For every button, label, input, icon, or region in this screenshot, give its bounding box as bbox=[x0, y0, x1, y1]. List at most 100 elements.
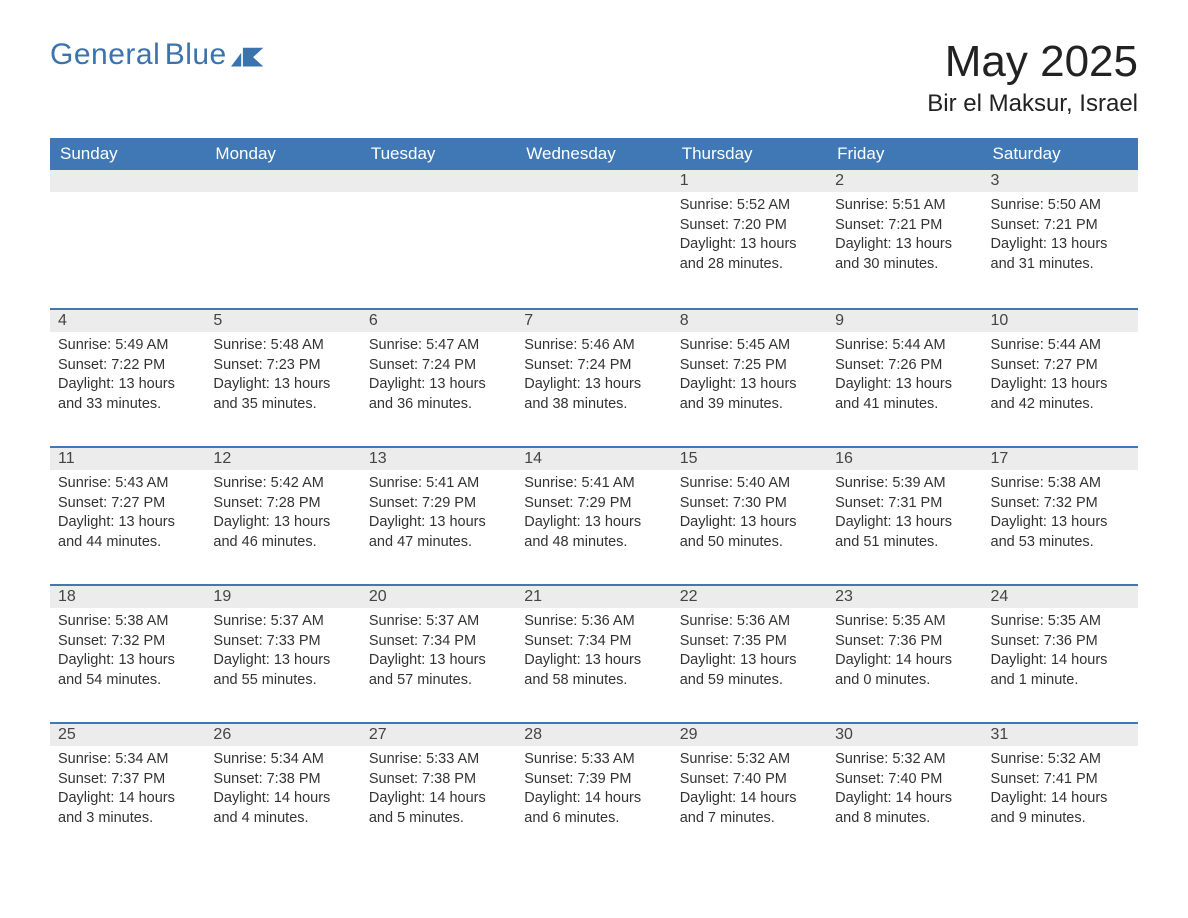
daylight-line: Daylight: 13 hours and 58 minutes. bbox=[524, 651, 663, 690]
sunrise-line: Sunrise: 5:40 AM bbox=[680, 474, 819, 494]
day-wrap: 5Sunrise: 5:48 AMSunset: 7:23 PMDaylight… bbox=[205, 308, 360, 422]
day-wrap: 3Sunrise: 5:50 AMSunset: 7:21 PMDaylight… bbox=[983, 170, 1138, 282]
sunrise-line: Sunrise: 5:49 AM bbox=[58, 336, 197, 356]
calendar-table: Sunday Monday Tuesday Wednesday Thursday… bbox=[50, 138, 1138, 860]
daylight-line: Daylight: 14 hours and 9 minutes. bbox=[991, 789, 1130, 828]
day-details: Sunrise: 5:32 AMSunset: 7:40 PMDaylight:… bbox=[827, 746, 982, 836]
sunrise-line: Sunrise: 5:38 AM bbox=[991, 474, 1130, 494]
day-number: 21 bbox=[516, 586, 671, 608]
sunset-line: Sunset: 7:29 PM bbox=[369, 494, 508, 514]
day-details: Sunrise: 5:46 AMSunset: 7:24 PMDaylight:… bbox=[516, 332, 671, 422]
sunset-line: Sunset: 7:36 PM bbox=[991, 632, 1130, 652]
calendar-body: 1Sunrise: 5:52 AMSunset: 7:20 PMDaylight… bbox=[50, 170, 1138, 860]
header-row-days: Sunday Monday Tuesday Wednesday Thursday… bbox=[50, 138, 1138, 170]
daylight-line: Daylight: 14 hours and 4 minutes. bbox=[213, 789, 352, 828]
day-wrap: 11Sunrise: 5:43 AMSunset: 7:27 PMDayligh… bbox=[50, 446, 205, 560]
calendar-week-row: 11Sunrise: 5:43 AMSunset: 7:27 PMDayligh… bbox=[50, 446, 1138, 584]
calendar-cell: 26Sunrise: 5:34 AMSunset: 7:38 PMDayligh… bbox=[205, 722, 360, 860]
sunset-line: Sunset: 7:41 PM bbox=[991, 770, 1130, 790]
sunset-line: Sunset: 7:40 PM bbox=[680, 770, 819, 790]
calendar-cell: 1Sunrise: 5:52 AMSunset: 7:20 PMDaylight… bbox=[672, 170, 827, 308]
col-tuesday: Tuesday bbox=[361, 138, 516, 170]
calendar-cell: 25Sunrise: 5:34 AMSunset: 7:37 PMDayligh… bbox=[50, 722, 205, 860]
sunrise-line: Sunrise: 5:32 AM bbox=[991, 750, 1130, 770]
day-number: 9 bbox=[827, 310, 982, 332]
col-saturday: Saturday bbox=[983, 138, 1138, 170]
day-wrap: 4Sunrise: 5:49 AMSunset: 7:22 PMDaylight… bbox=[50, 308, 205, 422]
day-number: 24 bbox=[983, 586, 1138, 608]
day-details: Sunrise: 5:49 AMSunset: 7:22 PMDaylight:… bbox=[50, 332, 205, 422]
day-wrap: 24Sunrise: 5:35 AMSunset: 7:36 PMDayligh… bbox=[983, 584, 1138, 698]
daylight-line: Daylight: 13 hours and 35 minutes. bbox=[213, 375, 352, 414]
day-wrap: 20Sunrise: 5:37 AMSunset: 7:34 PMDayligh… bbox=[361, 584, 516, 698]
daylight-line: Daylight: 13 hours and 42 minutes. bbox=[991, 375, 1130, 414]
day-number: 4 bbox=[50, 310, 205, 332]
day-wrap: 22Sunrise: 5:36 AMSunset: 7:35 PMDayligh… bbox=[672, 584, 827, 698]
daylight-line: Daylight: 13 hours and 38 minutes. bbox=[524, 375, 663, 414]
day-number: 2 bbox=[827, 170, 982, 192]
day-wrap: 19Sunrise: 5:37 AMSunset: 7:33 PMDayligh… bbox=[205, 584, 360, 698]
day-number: 25 bbox=[50, 724, 205, 746]
day-details: Sunrise: 5:48 AMSunset: 7:23 PMDaylight:… bbox=[205, 332, 360, 422]
daylight-line: Daylight: 13 hours and 51 minutes. bbox=[835, 513, 974, 552]
calendar-cell: 10Sunrise: 5:44 AMSunset: 7:27 PMDayligh… bbox=[983, 308, 1138, 446]
col-sunday: Sunday bbox=[50, 138, 205, 170]
col-thursday: Thursday bbox=[672, 138, 827, 170]
day-wrap: 13Sunrise: 5:41 AMSunset: 7:29 PMDayligh… bbox=[361, 446, 516, 560]
calendar-cell: 15Sunrise: 5:40 AMSunset: 7:30 PMDayligh… bbox=[672, 446, 827, 584]
calendar-cell: 5Sunrise: 5:48 AMSunset: 7:23 PMDaylight… bbox=[205, 308, 360, 446]
day-number: 27 bbox=[361, 724, 516, 746]
sunset-line: Sunset: 7:22 PM bbox=[58, 356, 197, 376]
day-details: Sunrise: 5:44 AMSunset: 7:27 PMDaylight:… bbox=[983, 332, 1138, 422]
sunset-line: Sunset: 7:21 PM bbox=[835, 216, 974, 236]
calendar-cell: 18Sunrise: 5:38 AMSunset: 7:32 PMDayligh… bbox=[50, 584, 205, 722]
day-number: 10 bbox=[983, 310, 1138, 332]
calendar-cell: 8Sunrise: 5:45 AMSunset: 7:25 PMDaylight… bbox=[672, 308, 827, 446]
daylight-line: Daylight: 14 hours and 5 minutes. bbox=[369, 789, 508, 828]
calendar-cell: 6Sunrise: 5:47 AMSunset: 7:24 PMDaylight… bbox=[361, 308, 516, 446]
header-row: General Blue May 2025 Bir el Maksur, Isr… bbox=[50, 40, 1138, 130]
daylight-line: Daylight: 14 hours and 1 minute. bbox=[991, 651, 1130, 690]
calendar-cell bbox=[205, 170, 360, 308]
sunrise-line: Sunrise: 5:51 AM bbox=[835, 196, 974, 216]
sunset-line: Sunset: 7:25 PM bbox=[680, 356, 819, 376]
calendar-cell: 19Sunrise: 5:37 AMSunset: 7:33 PMDayligh… bbox=[205, 584, 360, 722]
day-details: Sunrise: 5:38 AMSunset: 7:32 PMDaylight:… bbox=[983, 470, 1138, 560]
sunrise-line: Sunrise: 5:48 AM bbox=[213, 336, 352, 356]
day-wrap: 18Sunrise: 5:38 AMSunset: 7:32 PMDayligh… bbox=[50, 584, 205, 698]
daylight-line: Daylight: 14 hours and 8 minutes. bbox=[835, 789, 974, 828]
day-number: 3 bbox=[983, 170, 1138, 192]
brand-flag-icon bbox=[231, 46, 265, 70]
sunset-line: Sunset: 7:27 PM bbox=[991, 356, 1130, 376]
daylight-line: Daylight: 14 hours and 6 minutes. bbox=[524, 789, 663, 828]
calendar-cell: 28Sunrise: 5:33 AMSunset: 7:39 PMDayligh… bbox=[516, 722, 671, 860]
sunset-line: Sunset: 7:35 PM bbox=[680, 632, 819, 652]
sunrise-line: Sunrise: 5:52 AM bbox=[680, 196, 819, 216]
sunset-line: Sunset: 7:23 PM bbox=[213, 356, 352, 376]
day-details: Sunrise: 5:50 AMSunset: 7:21 PMDaylight:… bbox=[983, 192, 1138, 282]
sunrise-line: Sunrise: 5:38 AM bbox=[58, 612, 197, 632]
day-number: 11 bbox=[50, 448, 205, 470]
calendar-cell bbox=[516, 170, 671, 308]
calendar-cell: 14Sunrise: 5:41 AMSunset: 7:29 PMDayligh… bbox=[516, 446, 671, 584]
daylight-line: Daylight: 13 hours and 39 minutes. bbox=[680, 375, 819, 414]
day-details: Sunrise: 5:52 AMSunset: 7:20 PMDaylight:… bbox=[672, 192, 827, 282]
sunrise-line: Sunrise: 5:42 AM bbox=[213, 474, 352, 494]
day-number: 14 bbox=[516, 448, 671, 470]
page: General Blue May 2025 Bir el Maksur, Isr… bbox=[0, 0, 1188, 890]
daylight-line: Daylight: 13 hours and 59 minutes. bbox=[680, 651, 819, 690]
day-details: Sunrise: 5:34 AMSunset: 7:37 PMDaylight:… bbox=[50, 746, 205, 836]
day-wrap: 27Sunrise: 5:33 AMSunset: 7:38 PMDayligh… bbox=[361, 722, 516, 836]
day-details: Sunrise: 5:47 AMSunset: 7:24 PMDaylight:… bbox=[361, 332, 516, 422]
day-details: Sunrise: 5:38 AMSunset: 7:32 PMDaylight:… bbox=[50, 608, 205, 698]
sunrise-line: Sunrise: 5:36 AM bbox=[524, 612, 663, 632]
sunrise-line: Sunrise: 5:39 AM bbox=[835, 474, 974, 494]
sunrise-line: Sunrise: 5:32 AM bbox=[835, 750, 974, 770]
day-details: Sunrise: 5:39 AMSunset: 7:31 PMDaylight:… bbox=[827, 470, 982, 560]
day-number: 1 bbox=[672, 170, 827, 192]
calendar-cell: 22Sunrise: 5:36 AMSunset: 7:35 PMDayligh… bbox=[672, 584, 827, 722]
daylight-line: Daylight: 14 hours and 7 minutes. bbox=[680, 789, 819, 828]
sunrise-line: Sunrise: 5:41 AM bbox=[369, 474, 508, 494]
title-block: May 2025 Bir el Maksur, Israel bbox=[927, 40, 1138, 130]
sunrise-line: Sunrise: 5:44 AM bbox=[835, 336, 974, 356]
